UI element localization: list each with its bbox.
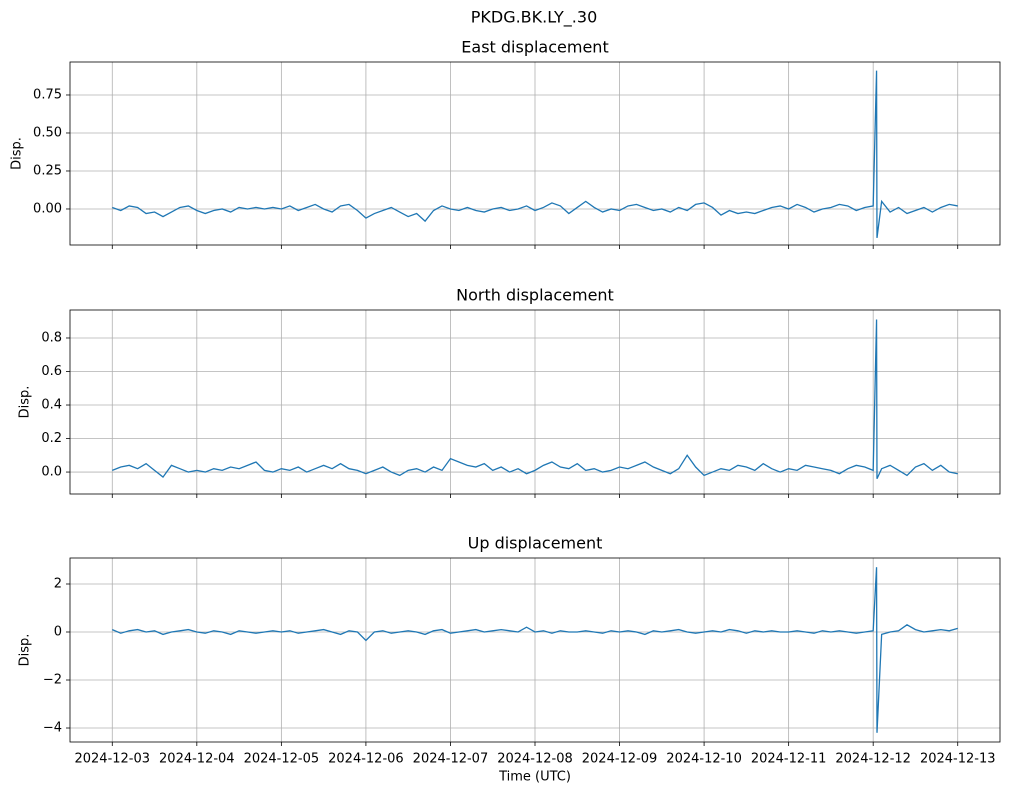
y-axis-label: Disp. bbox=[18, 634, 33, 667]
y-tick-label: 0.25 bbox=[33, 163, 62, 178]
y-tick-label: 0.00 bbox=[33, 201, 62, 216]
y-tick-label: 0.75 bbox=[33, 87, 62, 102]
data-line bbox=[112, 567, 958, 733]
panel-title: Up displacement bbox=[468, 534, 603, 553]
x-tick-label: 2024-12-05 bbox=[244, 752, 320, 767]
y-tick-label: 0.0 bbox=[41, 465, 62, 480]
x-tick-label: 2024-12-06 bbox=[328, 752, 404, 767]
x-tick-label: 2024-12-04 bbox=[159, 752, 235, 767]
x-tick-label: 2024-12-08 bbox=[497, 752, 573, 767]
data-line bbox=[112, 70, 958, 238]
plot-frame bbox=[69, 309, 1001, 495]
y-tick-label: −4 bbox=[43, 721, 62, 736]
y-tick-label: 0.2 bbox=[41, 431, 62, 446]
x-tick-label: 2024-12-11 bbox=[751, 752, 827, 767]
y-tick-label: 0.6 bbox=[41, 364, 62, 379]
x-tick-label: 2024-12-03 bbox=[74, 752, 150, 767]
panel-title: North displacement bbox=[456, 286, 614, 305]
y-axis-label: Disp. bbox=[18, 386, 33, 419]
y-tick-label: 0 bbox=[54, 624, 62, 639]
x-tick-label: 2024-12-09 bbox=[582, 752, 658, 767]
x-tick-label: 2024-12-10 bbox=[666, 752, 742, 767]
plot-frame bbox=[69, 557, 1001, 743]
y-tick-label: 0.4 bbox=[41, 398, 62, 413]
x-tick-label: 2024-12-12 bbox=[835, 752, 911, 767]
panel-title: East displacement bbox=[461, 38, 608, 57]
y-axis-label: Disp. bbox=[10, 137, 25, 170]
y-tick-label: 0.8 bbox=[41, 330, 62, 345]
y-tick-label: −2 bbox=[43, 673, 62, 688]
x-tick-label: 2024-12-07 bbox=[413, 752, 489, 767]
y-tick-label: 2 bbox=[54, 576, 62, 591]
x-tick-label: 2024-12-13 bbox=[920, 752, 996, 767]
data-line bbox=[112, 319, 958, 480]
plot-frame bbox=[69, 61, 1001, 246]
figure-title: PKDG.BK.LY_.30 bbox=[471, 8, 598, 28]
y-tick-label: 0.50 bbox=[33, 125, 62, 140]
x-axis-label: Time (UTC) bbox=[498, 770, 571, 785]
